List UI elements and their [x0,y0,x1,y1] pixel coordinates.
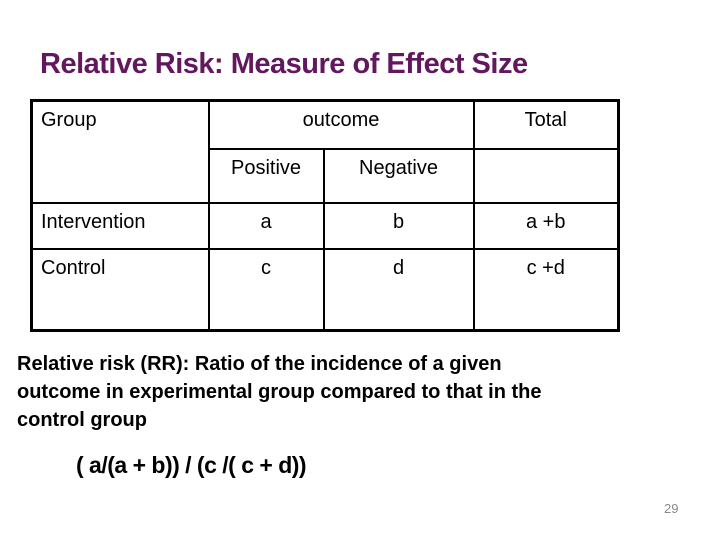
relative-risk-definition: Relative risk (RR): Ratio of the inciden… [17,350,707,434]
definition-line-1: Relative risk (RR): Ratio of the inciden… [17,353,502,375]
row-label-intervention: Intervention [30,201,210,250]
definition-line-3: control group [17,409,147,431]
page-number: 29 [664,501,679,516]
definition-line-2: outcome in experimental group compared t… [17,381,542,403]
cell-control-negative: d [322,247,475,332]
table-header-row-2: Positive Negative [32,147,620,204]
header-cell-positive: Positive [207,147,325,204]
cell-intervention-total: a +b [472,201,620,250]
cell-control-positive: c [207,247,325,332]
relative-risk-table: Group outcome Total Positive Negative In… [30,99,620,332]
header-cell-total-empty [472,147,620,204]
header-cell-negative: Negative [322,147,475,204]
header-cell-outcome: outcome [207,99,475,150]
header-cell-group: Group [30,99,210,204]
table-row-control: Control c d c +d [30,247,620,332]
cell-control-total: c +d [472,247,620,332]
cell-intervention-negative: b [322,201,475,250]
table-row-intervention: Intervention a b a +b [30,201,620,250]
slide-title: Relative Risk: Measure of Effect Size [40,48,528,80]
table-header-row-1: Group outcome Total [30,99,620,204]
cell-intervention-positive: a [207,201,325,250]
header-cell-total: Total [472,99,620,150]
relative-risk-formula: ( a/(a + b)) / (c /( c + d)) [76,452,307,478]
row-label-control: Control [30,247,210,332]
